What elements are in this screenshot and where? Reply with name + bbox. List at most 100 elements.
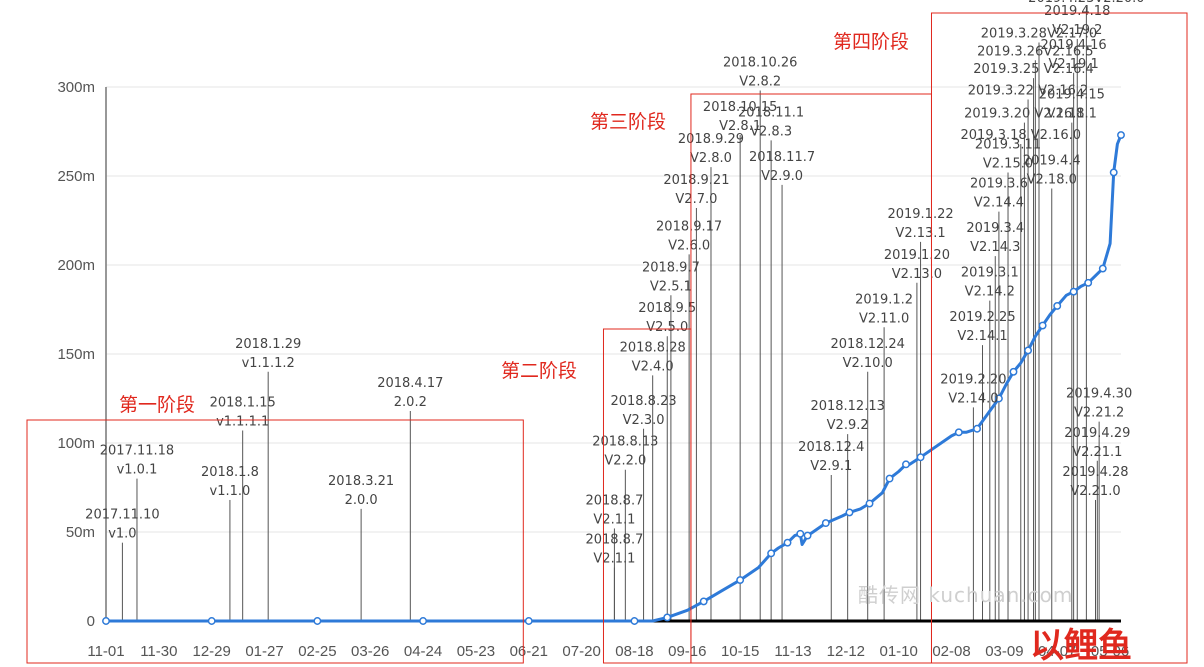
x-tick-label: 06-21: [510, 643, 548, 660]
annotation-label: v1.1.1.1: [216, 415, 269, 430]
annotation-label: V2.14.4: [974, 196, 1024, 211]
x-tick-label: 05-23: [457, 643, 495, 660]
annotation-label: 2019.3.1: [961, 266, 1019, 281]
stage-label: 第一阶段: [119, 394, 195, 416]
logo: 以鲤鱼: [1030, 626, 1132, 666]
annotation-label: 2019.4.15: [1039, 88, 1105, 103]
data-point: [845, 508, 854, 517]
x-tick-label: 12-29: [193, 643, 231, 660]
stage-box: [930, 12, 1188, 664]
annotation-label: V2.19.2: [1052, 23, 1102, 38]
annotation-label: 2.0.2: [394, 395, 427, 410]
annotation-label: 2018.1.15: [210, 396, 276, 411]
data-point: [973, 424, 981, 433]
annotation-label: 2019.4.28: [1062, 465, 1128, 480]
x-tick-label: 04-24: [404, 643, 442, 660]
annotation-label: V2.14.3: [970, 240, 1020, 255]
annotation-label: 2019.4.16: [1041, 38, 1107, 53]
annotation-label: 2018.8.7: [585, 533, 643, 548]
data-point: [1024, 346, 1033, 355]
annotation-label: 2019.3.6: [970, 177, 1028, 192]
x-tick-label: 09-16: [668, 643, 706, 660]
data-point: [663, 613, 672, 622]
data-point: [994, 394, 1003, 403]
annotation-label: V2.14.1: [957, 329, 1007, 344]
annotation-label: 2018.8.7: [585, 493, 643, 508]
x-tick-label: 02-08: [932, 643, 970, 660]
annotation-label: 2019.3.26V2.16.5: [977, 44, 1093, 59]
stage-label: 第三阶段: [590, 111, 666, 133]
annotation-label: 2018.10.26: [723, 56, 797, 71]
y-tick-label: 200m: [57, 257, 95, 274]
annotation-label: V2.8.0: [690, 151, 732, 166]
annotation-label: 2019.4.30: [1066, 387, 1132, 402]
annotation-label: 2018.8.23: [610, 394, 676, 409]
stage-label: 第四阶段: [833, 31, 909, 53]
data-point: [821, 519, 830, 528]
annotation-label: V2.1.1: [593, 552, 635, 567]
annotation-label: 2.0.0: [345, 493, 378, 508]
annotation-label: 2018.11.7: [749, 150, 815, 165]
annotation-label: V2.9.1: [810, 459, 852, 474]
x-tick-label: 11-30: [140, 643, 177, 660]
annotation-label: V2.8.1: [719, 119, 761, 134]
x-tick-label: 05-06: [1091, 643, 1129, 660]
x-tick-label: 01-27: [245, 643, 283, 660]
annotation-label: V2.1.1: [593, 512, 635, 527]
annotation-label: 2018.11.1: [738, 105, 804, 120]
annotation-label: V2.7.0: [675, 192, 717, 207]
watermark: 酷传网 kuchuan.com: [858, 583, 1073, 607]
annotation-label: 2019.4.4: [1023, 153, 1081, 168]
annotation-label: 2018.9.7: [642, 260, 700, 275]
annotation-label: V2.21.2: [1074, 406, 1124, 421]
annotation-label: V2.11.0: [859, 311, 909, 326]
annotation-label: V2.18.1: [1047, 107, 1097, 122]
x-tick-label: 03-26: [351, 643, 389, 660]
annotation-label: 2019.3.18 V2.16.0: [961, 128, 1082, 143]
annotation-label: V2.2.0: [604, 454, 646, 469]
data-point: [767, 549, 776, 558]
annotation-label: V2.6.0: [668, 238, 710, 253]
x-tick-label: 03-09: [985, 643, 1023, 660]
series-layer: [102, 131, 1125, 625]
x-tick-label: 01-10: [879, 643, 917, 660]
annotation-label: 2018.9.21: [663, 173, 729, 188]
annotation-label: V2.4.0: [632, 359, 674, 374]
annotation-label: V2.21.1: [1072, 445, 1122, 460]
x-tick-label: 11-01: [87, 643, 124, 660]
annotation-label: 2018.8.28: [620, 340, 686, 355]
x-tick-label: 08-18: [615, 643, 653, 660]
annotation-label: 2019.3.22 V2.16.2: [968, 83, 1089, 98]
data-point: [736, 576, 745, 585]
data-point: [1098, 264, 1107, 273]
annotation-label: v1.1.0: [210, 484, 251, 499]
annotation-label: 2019.4.18: [1044, 4, 1110, 19]
data-point: [313, 617, 322, 625]
annotation-label: 2018.12.13: [810, 399, 884, 414]
data-point: [1109, 168, 1118, 177]
annotation-label: 2018.4.17: [377, 376, 443, 391]
annotation-label: V2.14.0: [948, 391, 998, 406]
annotation-label: V2.21.0: [1070, 484, 1120, 499]
annotation-label: 2019.3.11: [975, 137, 1041, 152]
annotation-label: 2018.12.24: [830, 337, 904, 352]
grid-lines: [106, 86, 1121, 533]
annotation-label: 2019.1.2: [855, 292, 913, 307]
data-point: [102, 617, 110, 625]
annotation-label: 2018.12.4: [798, 440, 864, 455]
data-point: [865, 499, 874, 508]
annotation-label: 2018.9.29: [678, 132, 744, 147]
stage-boxes: 第一阶段 第二阶段 第三阶段 第四阶段: [26, 12, 1188, 664]
annotation-label: 2019.1.22: [887, 207, 953, 222]
annotation-label: 2018.1.8: [201, 465, 259, 480]
data-point: [1069, 287, 1078, 296]
annotation-label: 2019.1.20: [884, 248, 950, 263]
x-tick-label: 02-25: [298, 643, 336, 660]
y-tick-label: 0: [87, 613, 95, 630]
data-point: [1053, 301, 1062, 310]
axes: 0 50m 100m 150m 200m 250m 300m 11-01 11-30 12-29 0…: [57, 79, 1129, 660]
annotation-label: 2019.3.28V2.17.0: [981, 27, 1097, 42]
annotation-label: 2018.1.29: [235, 337, 301, 352]
y-tick-label: 150m: [57, 346, 95, 363]
